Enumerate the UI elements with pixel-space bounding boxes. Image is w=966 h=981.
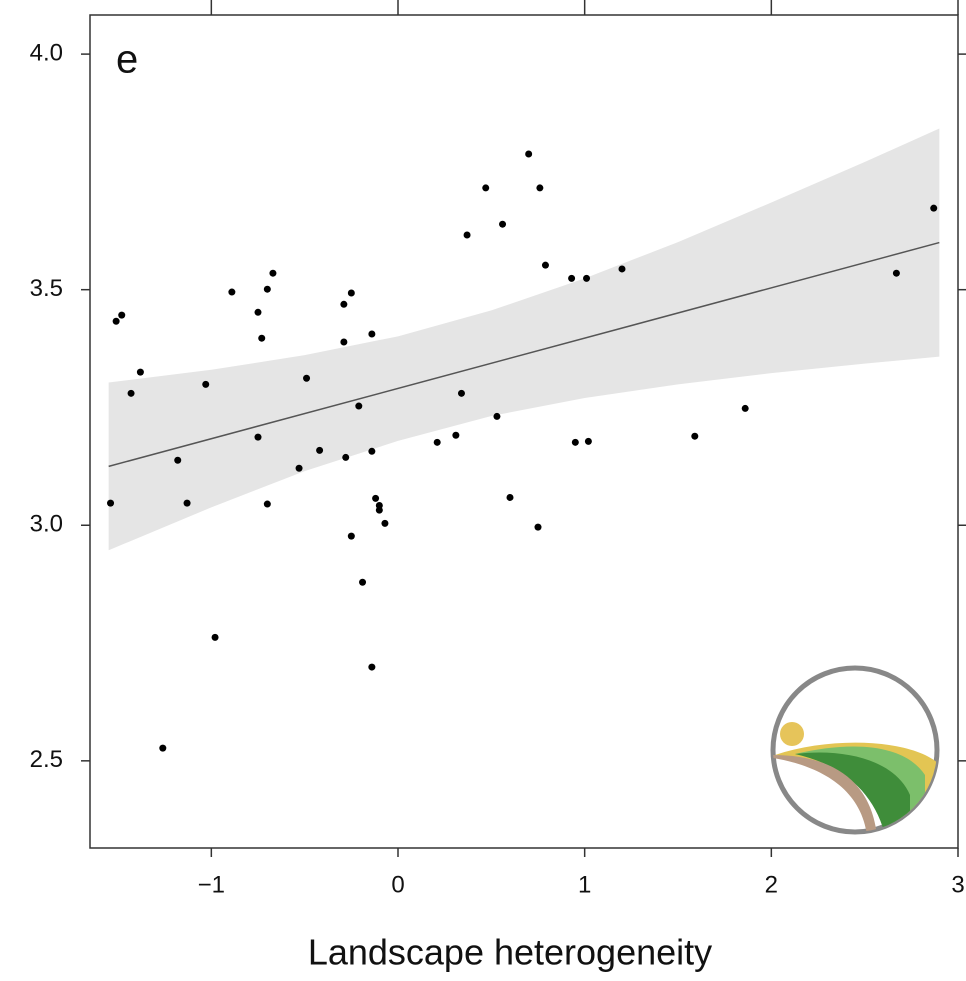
data-point bbox=[571, 438, 579, 446]
data-point bbox=[107, 499, 115, 507]
data-point bbox=[269, 269, 277, 277]
data-point bbox=[347, 532, 355, 540]
data-point bbox=[493, 412, 501, 420]
data-point bbox=[127, 389, 135, 397]
data-point bbox=[372, 494, 380, 502]
data-point bbox=[463, 231, 471, 239]
x-tick-label: 2 bbox=[765, 871, 778, 898]
data-point bbox=[159, 744, 167, 752]
data-point bbox=[183, 499, 191, 507]
data-point bbox=[381, 519, 389, 527]
data-point bbox=[359, 578, 367, 586]
logo-field bbox=[795, 752, 910, 832]
data-point bbox=[342, 453, 350, 461]
data-point bbox=[691, 432, 699, 440]
data-point bbox=[340, 338, 348, 346]
data-point bbox=[618, 265, 626, 273]
data-point bbox=[295, 464, 303, 472]
y-tick-label: 3.5 bbox=[30, 275, 63, 302]
data-point bbox=[340, 300, 348, 308]
data-point bbox=[368, 663, 376, 671]
data-point bbox=[452, 431, 460, 439]
data-point bbox=[541, 261, 549, 269]
data-point bbox=[536, 184, 544, 192]
data-point bbox=[258, 334, 266, 342]
data-point bbox=[534, 523, 542, 531]
logo-path bbox=[773, 755, 877, 832]
data-point bbox=[112, 317, 120, 325]
data-point bbox=[583, 274, 591, 282]
data-point bbox=[263, 500, 271, 508]
data-point bbox=[118, 311, 126, 319]
x-tick-label: 0 bbox=[391, 871, 404, 898]
data-point bbox=[482, 184, 490, 192]
data-point bbox=[254, 433, 262, 441]
data-point bbox=[263, 285, 271, 293]
data-point bbox=[457, 389, 465, 397]
plot-frame bbox=[89, 14, 959, 849]
data-point bbox=[584, 437, 592, 445]
data-point bbox=[303, 374, 311, 382]
data-point bbox=[741, 404, 749, 412]
data-point bbox=[355, 402, 363, 410]
data-point bbox=[174, 456, 182, 464]
fit-line bbox=[108, 241, 940, 468]
data-point bbox=[892, 269, 900, 277]
x-tick-label: −1 bbox=[198, 871, 225, 898]
data-point bbox=[368, 330, 376, 338]
data-point bbox=[499, 220, 507, 228]
data-point bbox=[202, 380, 210, 388]
data-point bbox=[506, 493, 514, 501]
data-point bbox=[568, 274, 576, 282]
data-point bbox=[433, 438, 441, 446]
logo bbox=[770, 665, 940, 835]
y-tick-label: 3.0 bbox=[30, 511, 63, 538]
data-point bbox=[228, 288, 236, 296]
confidence-band bbox=[108, 128, 940, 551]
data-point bbox=[930, 204, 938, 212]
x-tick-label: 1 bbox=[578, 871, 591, 898]
data-point bbox=[136, 368, 144, 376]
data-point bbox=[254, 308, 262, 316]
data-point bbox=[375, 506, 383, 514]
data-point bbox=[368, 447, 376, 455]
logo-sun bbox=[780, 722, 804, 746]
x-axis-title: Landscape heterogeneity bbox=[308, 932, 712, 973]
y-tick-label: 4.0 bbox=[30, 39, 63, 66]
x-tick-label: 3 bbox=[951, 871, 964, 898]
data-point bbox=[525, 150, 533, 158]
panel-label: e bbox=[116, 38, 138, 82]
data-point bbox=[211, 633, 219, 641]
y-tick-label: 2.5 bbox=[30, 746, 63, 773]
data-point bbox=[316, 446, 324, 454]
data-point bbox=[347, 289, 355, 297]
